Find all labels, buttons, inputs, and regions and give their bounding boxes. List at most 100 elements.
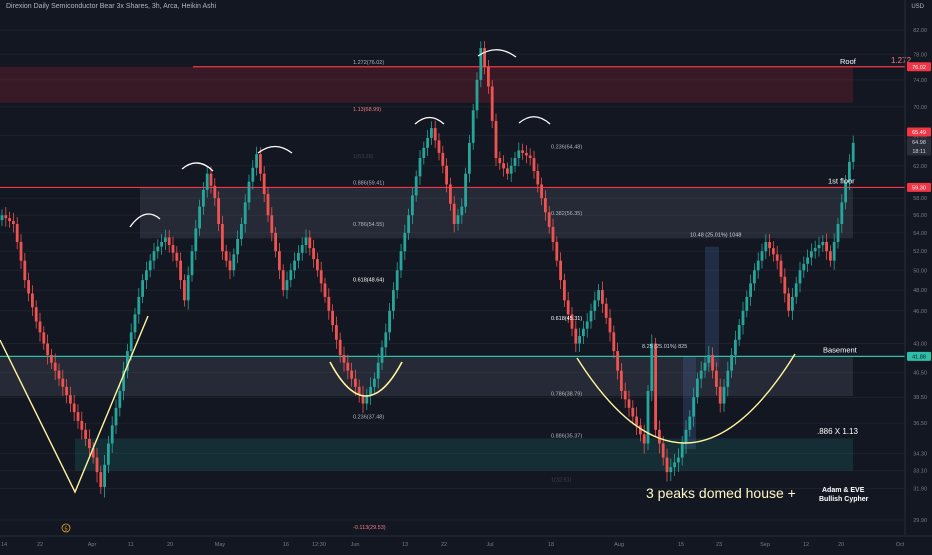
- candle-body: [61, 378, 65, 387]
- candle-body: [422, 147, 426, 159]
- peak-arc: [129, 213, 161, 228]
- candle-body: [72, 403, 76, 413]
- candle-body: [213, 185, 217, 199]
- candle-body: [129, 332, 133, 352]
- candle-body: [810, 251, 813, 258]
- price-tick-label: 40.50: [913, 371, 927, 377]
- candle-body: [677, 457, 680, 463]
- price-tick-label: 52.00: [913, 249, 927, 255]
- fib-label: 0.236(37.48): [353, 414, 384, 420]
- candle-body: [703, 362, 707, 371]
- candle-body: [304, 237, 308, 246]
- time-tick-label: Sep: [760, 542, 770, 548]
- candle-body: [544, 198, 547, 213]
- candle-body: [175, 252, 179, 261]
- ratio-annotation: .886 X 1.13: [817, 427, 858, 436]
- fib-label: 1.272(76.02): [353, 60, 384, 66]
- fib-label: 0.886(35.37): [551, 433, 582, 439]
- candle-body: [209, 173, 213, 186]
- candle-body: [297, 252, 300, 261]
- fib-label: 0.618(48.64): [353, 278, 384, 284]
- candle-body: [103, 464, 106, 488]
- candle-body: [521, 150, 524, 153]
- candle-body: [658, 429, 661, 444]
- candle-body: [15, 223, 19, 242]
- time-tick-label: May: [215, 542, 226, 548]
- candle-body: [528, 155, 532, 159]
- countdown-tag: 18:11: [912, 149, 925, 155]
- candle-body: [395, 270, 399, 291]
- candle-body: [414, 176, 418, 196]
- candle-body: [680, 443, 684, 458]
- candle-body: [240, 223, 243, 239]
- candle-body: [768, 241, 771, 249]
- candle-body: [718, 386, 722, 404]
- time-tick-label: 13: [402, 542, 408, 548]
- chart-title: Direxion Daily Semiconductor Bear 3x Sha…: [6, 3, 217, 10]
- candle-body: [631, 407, 635, 417]
- price-tick-label: 36.50: [913, 421, 927, 427]
- candle-body: [198, 206, 201, 229]
- peak-arc: [181, 162, 214, 172]
- fib-label: 0.382(56.35): [551, 211, 582, 217]
- candle-body: [350, 370, 353, 379]
- price-tick-label: 70.00: [913, 105, 927, 111]
- peak-arc: [477, 49, 517, 58]
- roof-ratio-label: 1.272: [891, 56, 912, 65]
- candle-body: [331, 310, 334, 326]
- candle-body: [616, 351, 619, 371]
- price-tick-label: 50.00: [913, 268, 927, 274]
- event-marker: [61, 523, 71, 533]
- candle-body: [483, 48, 486, 67]
- candle-body: [593, 300, 597, 311]
- candle-body: [582, 328, 585, 337]
- candle-body: [281, 270, 285, 291]
- time-tick-label: 22: [37, 542, 43, 548]
- candle-body: [696, 378, 699, 398]
- candle-body: [57, 370, 61, 379]
- price-tick-label: 78.00: [913, 52, 927, 58]
- candle-body: [806, 257, 809, 264]
- candle-body: [513, 158, 517, 166]
- basement-price-tag-bg: [907, 351, 931, 361]
- candle-body: [327, 296, 331, 311]
- candle-body: [791, 296, 794, 311]
- candle-body: [399, 251, 403, 271]
- candle-body: [338, 339, 342, 355]
- candle-body: [642, 434, 646, 444]
- candle-body: [69, 395, 72, 404]
- candle-body: [152, 251, 156, 261]
- fib-label: -0.113(29.53): [353, 525, 386, 531]
- candle-body: [608, 317, 612, 333]
- price-tick-label: 56.00: [913, 213, 927, 219]
- candle-body: [88, 438, 91, 449]
- time-tick-label: 18: [548, 542, 554, 548]
- candle-body: [293, 260, 296, 271]
- candle-body: [525, 152, 528, 156]
- candle-body: [145, 270, 148, 281]
- candle-body: [183, 280, 186, 301]
- candle-body: [509, 165, 513, 174]
- candle-body: [312, 248, 315, 260]
- candle-body: [555, 241, 559, 261]
- candle-body: [12, 221, 15, 224]
- candle-body: [684, 429, 688, 444]
- candle-body: [566, 300, 570, 315]
- candle-body: [475, 79, 479, 111]
- candle-body: [141, 280, 144, 297]
- candle-body: [829, 251, 832, 261]
- candle-body: [449, 184, 452, 204]
- candle-body: [110, 425, 114, 444]
- candle-body: [323, 283, 327, 297]
- eve-cup-small: [329, 361, 403, 397]
- candle-body: [50, 354, 53, 363]
- price-tick-label: 31.90: [913, 487, 927, 493]
- candle-body: [665, 457, 669, 473]
- candle-body: [817, 245, 821, 249]
- fib-label: 0.236(64.48): [551, 145, 582, 151]
- candle-body: [107, 443, 110, 465]
- candle-body: [832, 241, 836, 261]
- candle-body: [167, 237, 171, 246]
